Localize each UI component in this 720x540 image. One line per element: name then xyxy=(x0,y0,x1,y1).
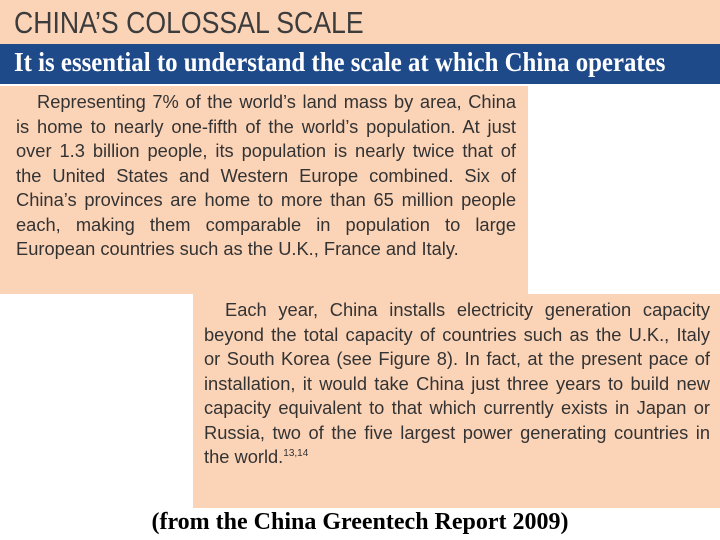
footnote-reference: 13,14 xyxy=(283,448,309,459)
paragraph-population: Representing 7% of the world’s land mass… xyxy=(0,86,528,294)
header-band: CHINA’S COLOSSAL SCALE xyxy=(0,0,720,44)
section-subtitle: It is essential to understand the scale … xyxy=(14,47,666,77)
paragraph-electricity: Each year, China installs electricity ge… xyxy=(193,294,720,508)
paragraph-electricity-body: Each year, China installs electricity ge… xyxy=(204,299,710,467)
subtitle-bar: It is essential to understand the scale … xyxy=(0,44,720,84)
section-title: CHINA’S COLOSSAL SCALE xyxy=(14,5,364,40)
paragraph-population-text: Representing 7% of the world’s land mass… xyxy=(16,91,516,259)
source-citation: (from the China Greentech Report 2009) xyxy=(151,509,569,535)
paragraph-electricity-text: Each year, China installs electricity ge… xyxy=(204,298,710,470)
